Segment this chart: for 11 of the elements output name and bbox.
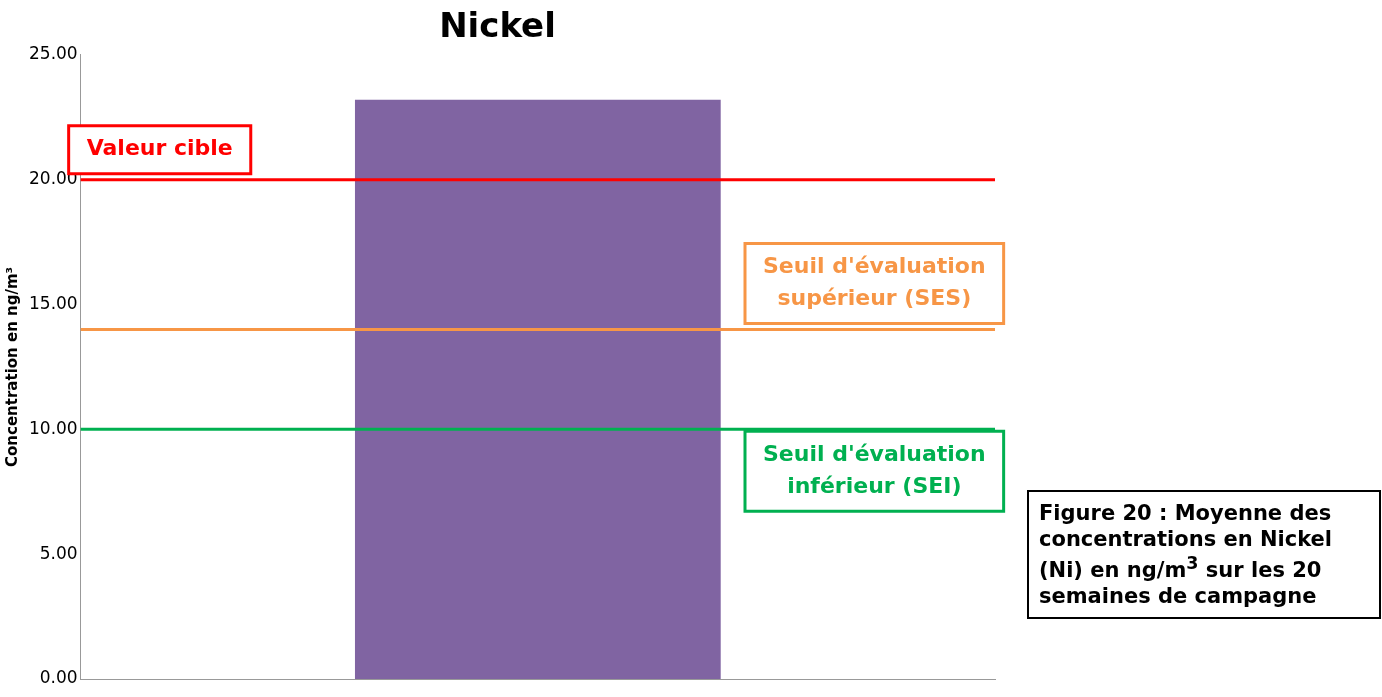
y-tick-label: 15.00 (29, 292, 78, 313)
y-axis-title: Concentration en ng/m³ (2, 266, 21, 467)
chart-title: Nickel (439, 5, 556, 46)
ref-line-label: Valeur cible (86, 135, 233, 161)
y-tick-label: 5.00 (39, 542, 78, 563)
caption: Figure 20 : Moyenne des concentrations en Nickel (Ni) en ng/m$^{3}$ sur les 20 semaines de campagne (1027, 490, 1381, 619)
y-tick-label: 0.00 (39, 667, 78, 688)
ref-line-label: Seuil d'évaluation inférieur (SEI) (762, 441, 986, 499)
ref-line-label: Seuil d'évaluation supérieur (SES) (762, 253, 986, 311)
y-tick-label: 10.00 (29, 417, 78, 438)
y-tick-label: 25.00 (29, 43, 78, 64)
